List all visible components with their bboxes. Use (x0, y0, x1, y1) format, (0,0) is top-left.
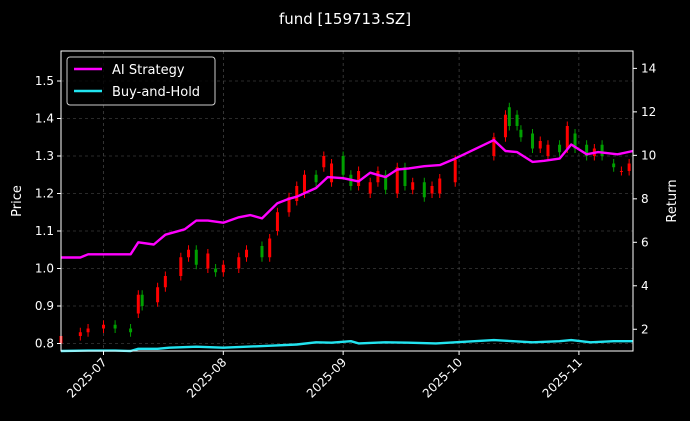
candle-body (260, 246, 264, 258)
candle-body (519, 129, 523, 138)
candle-body (237, 257, 241, 269)
candle-body (136, 294, 140, 314)
x-tick-label: 2025-07 (64, 355, 109, 400)
candlesticks (59, 102, 631, 348)
y-left-tick-label: 1.0 (35, 262, 54, 276)
candle-body (163, 276, 167, 288)
candle-body (102, 324, 106, 329)
legend-label-buy-and-hold: Buy-and-Hold (112, 85, 200, 100)
candle-body (129, 328, 133, 333)
x-axis: 2025-07 2025-08 2025-09 2025-10 2025-11 (64, 351, 585, 401)
candle-body (627, 163, 631, 171)
candle-body (558, 144, 562, 153)
candle-body (619, 171, 623, 172)
x-tick-label: 2025-10 (420, 355, 465, 400)
x-tick-label: 2025-08 (184, 355, 229, 400)
candle-body (503, 114, 507, 138)
candle-body (403, 167, 407, 186)
grid (61, 51, 633, 351)
y-left-tick-label: 1.3 (35, 149, 54, 163)
candle-body (314, 174, 318, 183)
candle-body (438, 178, 442, 194)
candle-body (395, 167, 399, 194)
y-axis-right-label: Return (665, 179, 680, 222)
candle-body (430, 186, 434, 194)
y-right-tick-label: 4 (641, 279, 649, 293)
candle-body (515, 114, 519, 126)
y-left-tick-label: 1.2 (35, 187, 54, 201)
y-left-tick-label: 1.5 (35, 74, 54, 88)
y-left-tick-label: 0.8 (35, 337, 54, 351)
candle-body (573, 133, 577, 149)
candle-body (341, 156, 345, 175)
y-right-tick-label: 12 (641, 105, 656, 119)
candle-body (612, 163, 616, 168)
candle-body (376, 171, 380, 183)
candle-body (86, 328, 90, 333)
candle-body (295, 186, 299, 201)
candle-body (275, 212, 279, 231)
y-right-tick-label: 2 (641, 322, 649, 336)
candle-body (368, 182, 372, 194)
candle-body (453, 159, 457, 183)
y-right-tick-label: 8 (641, 192, 649, 206)
candle-body (322, 156, 326, 168)
y-left-tick-label: 0.9 (35, 299, 54, 313)
candle-body (187, 249, 191, 258)
candle-body (179, 257, 183, 276)
candle-body (194, 249, 198, 265)
legend: AI Strategy Buy-and-Hold (66, 56, 216, 106)
candle-body (78, 332, 82, 336)
plot-frame (60, 50, 634, 352)
y-right-tick-label: 6 (641, 235, 649, 249)
candle-body (221, 264, 225, 273)
candle-body (600, 144, 604, 156)
y-axis-right: 2 4 6 8 10 12 14 (633, 61, 656, 336)
candle-body (268, 238, 272, 258)
candle-body (546, 144, 550, 156)
legend-label-ai-strategy: AI Strategy (112, 63, 185, 78)
candle-body (245, 249, 249, 258)
candle-body (538, 141, 542, 149)
candle-body (113, 324, 117, 329)
x-tick-label: 2025-11 (540, 355, 585, 400)
candle-body (531, 133, 535, 149)
series-line-buy-and-hold (60, 338, 633, 353)
candle-body (214, 268, 218, 273)
y-right-tick-label: 14 (641, 61, 656, 75)
candle-body (585, 144, 589, 156)
candle-body (565, 126, 569, 149)
y-left-tick-label: 1.4 (35, 112, 54, 126)
y-axis-left-label: Price (10, 185, 25, 217)
candle-body (206, 253, 210, 269)
candle-body (492, 137, 496, 156)
candle-body (302, 174, 306, 194)
candle-body (156, 287, 160, 303)
candle-body (357, 171, 361, 186)
chart-title: fund [159713.SZ] (279, 10, 411, 28)
candle-body (422, 182, 426, 198)
y-right-tick-label: 10 (641, 148, 656, 162)
candle-body (330, 163, 334, 183)
candle-body (140, 294, 144, 306)
legend-box (66, 56, 216, 106)
candle-body (287, 197, 291, 213)
series-lines (60, 138, 634, 353)
y-axis-left: 0.8 0.9 1.0 1.1 1.2 1.3 1.4 1.5 (35, 74, 61, 351)
series-line-ai-strategy (61, 138, 634, 259)
y-left-tick-label: 1.1 (35, 224, 54, 238)
x-tick-label: 2025-09 (304, 355, 349, 400)
candle-body (507, 107, 511, 126)
candle-body (411, 182, 415, 190)
candle-body (384, 174, 388, 190)
